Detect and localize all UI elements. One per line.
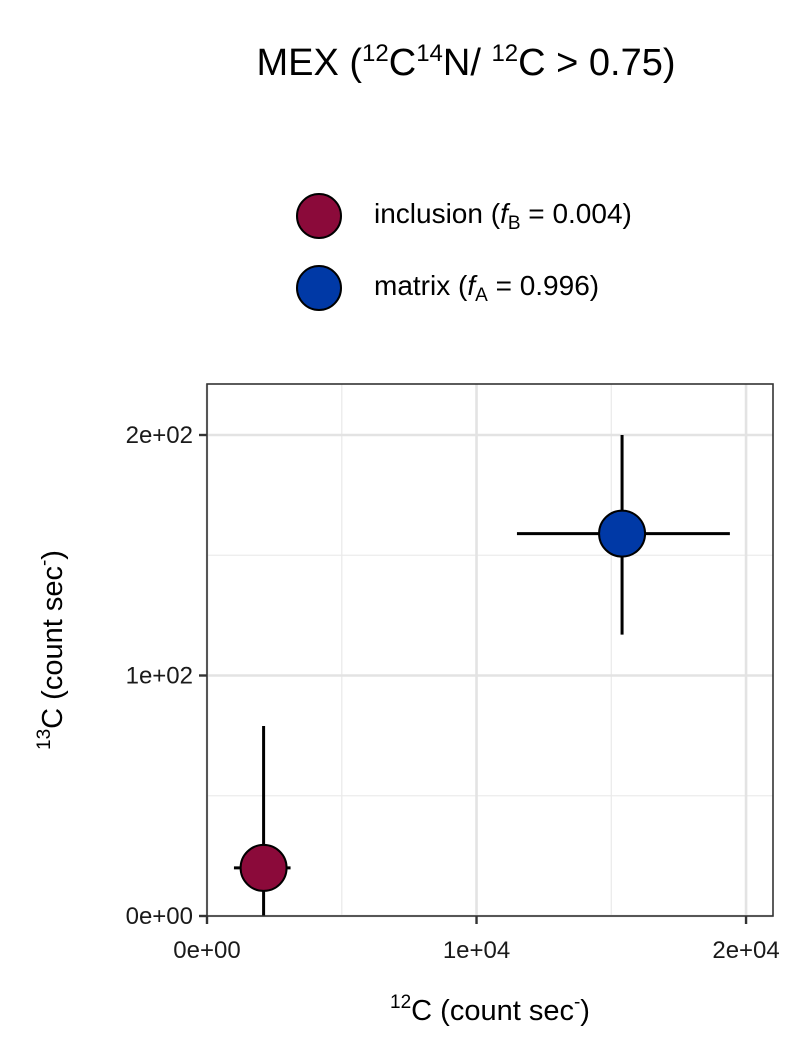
legend: inclusion (fB = 0.004) matrix (fA = 0.99…	[290, 180, 632, 324]
data-point-inclusion	[239, 843, 288, 892]
chart-title: MEX (12C14N/ 12C > 0.75)	[256, 40, 676, 84]
panel-border	[206, 383, 774, 917]
y-tick-label: 2e+02	[126, 422, 193, 449]
legend-label-matrix: matrix (fA = 0.996)	[374, 269, 600, 306]
data-points	[239, 509, 647, 892]
legend-item-inclusion: inclusion (fB = 0.004)	[290, 180, 632, 252]
x-tick-label: 2e+04	[712, 937, 779, 964]
legend-label-inclusion: inclusion (fB = 0.004)	[374, 197, 632, 234]
x-tick-label: 0e+00	[173, 937, 240, 964]
y-axis-title: 13C (count sec-)	[34, 550, 69, 750]
x-tick-label: 1e+04	[443, 937, 510, 964]
y-tick-label: 0e+00	[126, 903, 193, 930]
grid	[205, 384, 773, 918]
legend-swatch-inclusion	[296, 193, 342, 239]
x-axis-title: 12C (count sec-)	[390, 992, 590, 1027]
axes: 0e+00 1e+04 2e+04 0e+00 1e+02 2e+02	[126, 422, 780, 964]
y-tick-label: 1e+02	[126, 663, 193, 690]
data-point-matrix	[598, 509, 647, 558]
legend-swatch-matrix	[296, 265, 342, 311]
legend-item-matrix: matrix (fA = 0.996)	[290, 252, 632, 324]
